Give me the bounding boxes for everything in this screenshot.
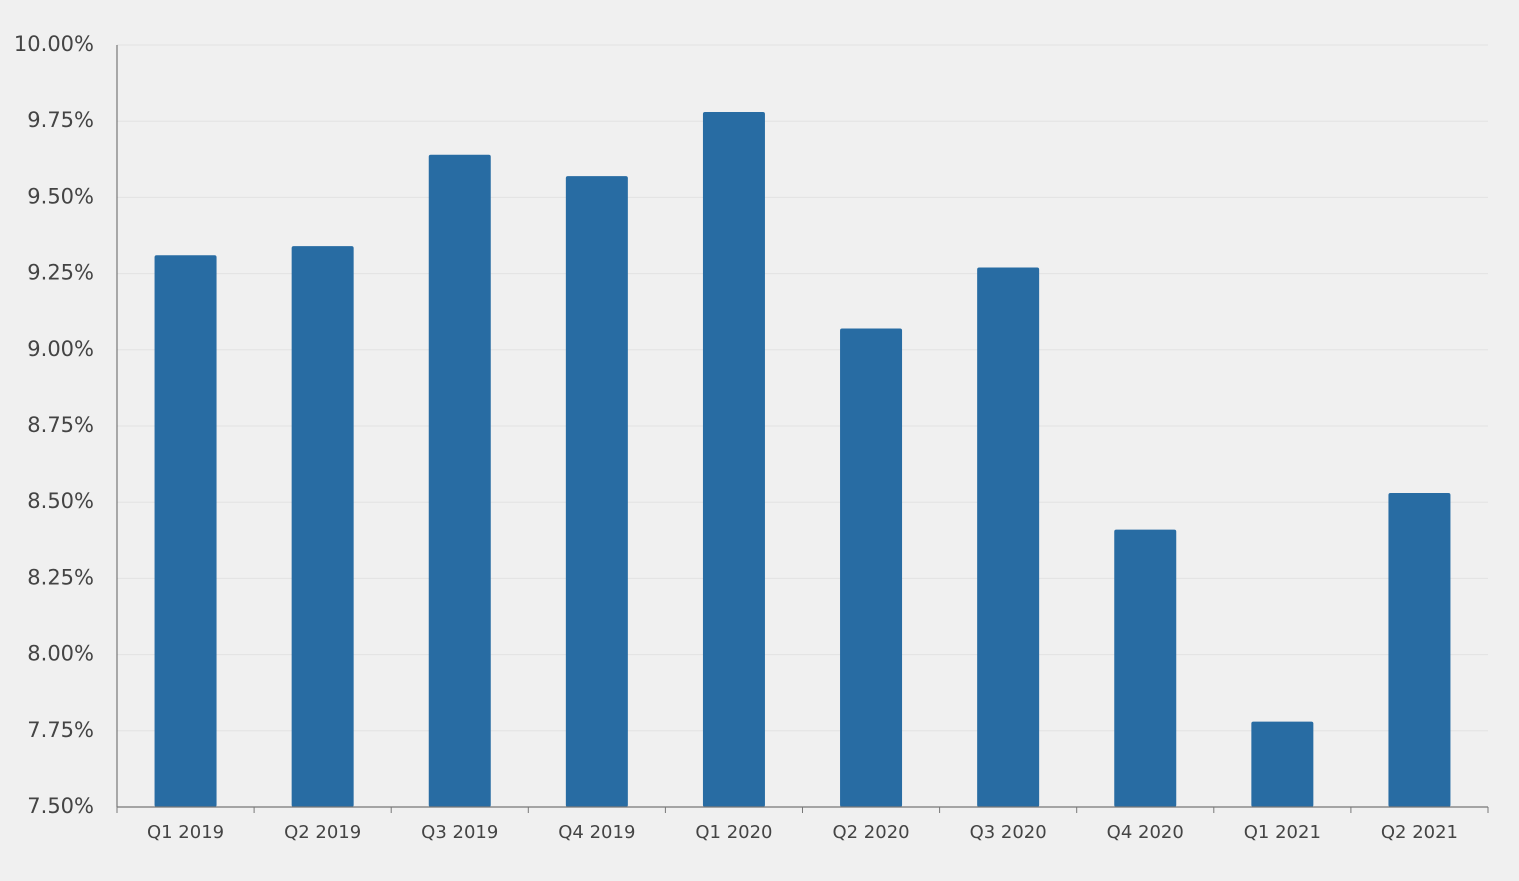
y-tick-label: 8.75% [27,413,94,437]
x-tick-label: Q4 2019 [558,822,635,843]
x-tick-label: Q4 2020 [1107,822,1184,843]
y-tick-label: 9.75% [27,108,94,132]
y-tick-label: 8.25% [27,565,94,589]
x-tick-label: Q2 2021 [1381,822,1458,843]
bar [977,267,1040,807]
bar [702,112,765,807]
bar [840,328,903,807]
bar [1251,721,1314,807]
x-tick-label: Q3 2020 [970,822,1047,843]
x-tick-label: Q1 2019 [147,822,224,843]
y-tick-label: 9.50% [27,184,94,208]
bar [154,255,217,807]
y-tick-label: 8.50% [27,489,94,513]
x-tick-label: Q2 2020 [832,822,909,843]
bar [428,154,491,807]
bar [291,246,354,808]
y-tick-label: 10.00% [14,32,94,56]
bar [1388,493,1451,807]
x-tick-label: Q1 2021 [1244,822,1321,843]
x-tick-label: Q3 2019 [421,822,498,843]
bar [565,176,628,808]
x-tick-label: Q1 2020 [695,822,772,843]
y-tick-label: 8.00% [27,642,94,666]
bar [1114,529,1177,807]
x-tick-label: Q2 2019 [284,822,361,843]
y-tick-label: 7.50% [27,794,94,818]
y-tick-label: 9.25% [27,261,94,285]
y-tick-label: 9.00% [27,337,94,361]
y-tick-label: 7.75% [27,718,94,742]
